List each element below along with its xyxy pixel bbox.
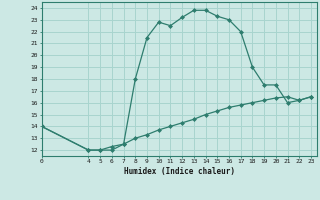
X-axis label: Humidex (Indice chaleur): Humidex (Indice chaleur): [124, 167, 235, 176]
